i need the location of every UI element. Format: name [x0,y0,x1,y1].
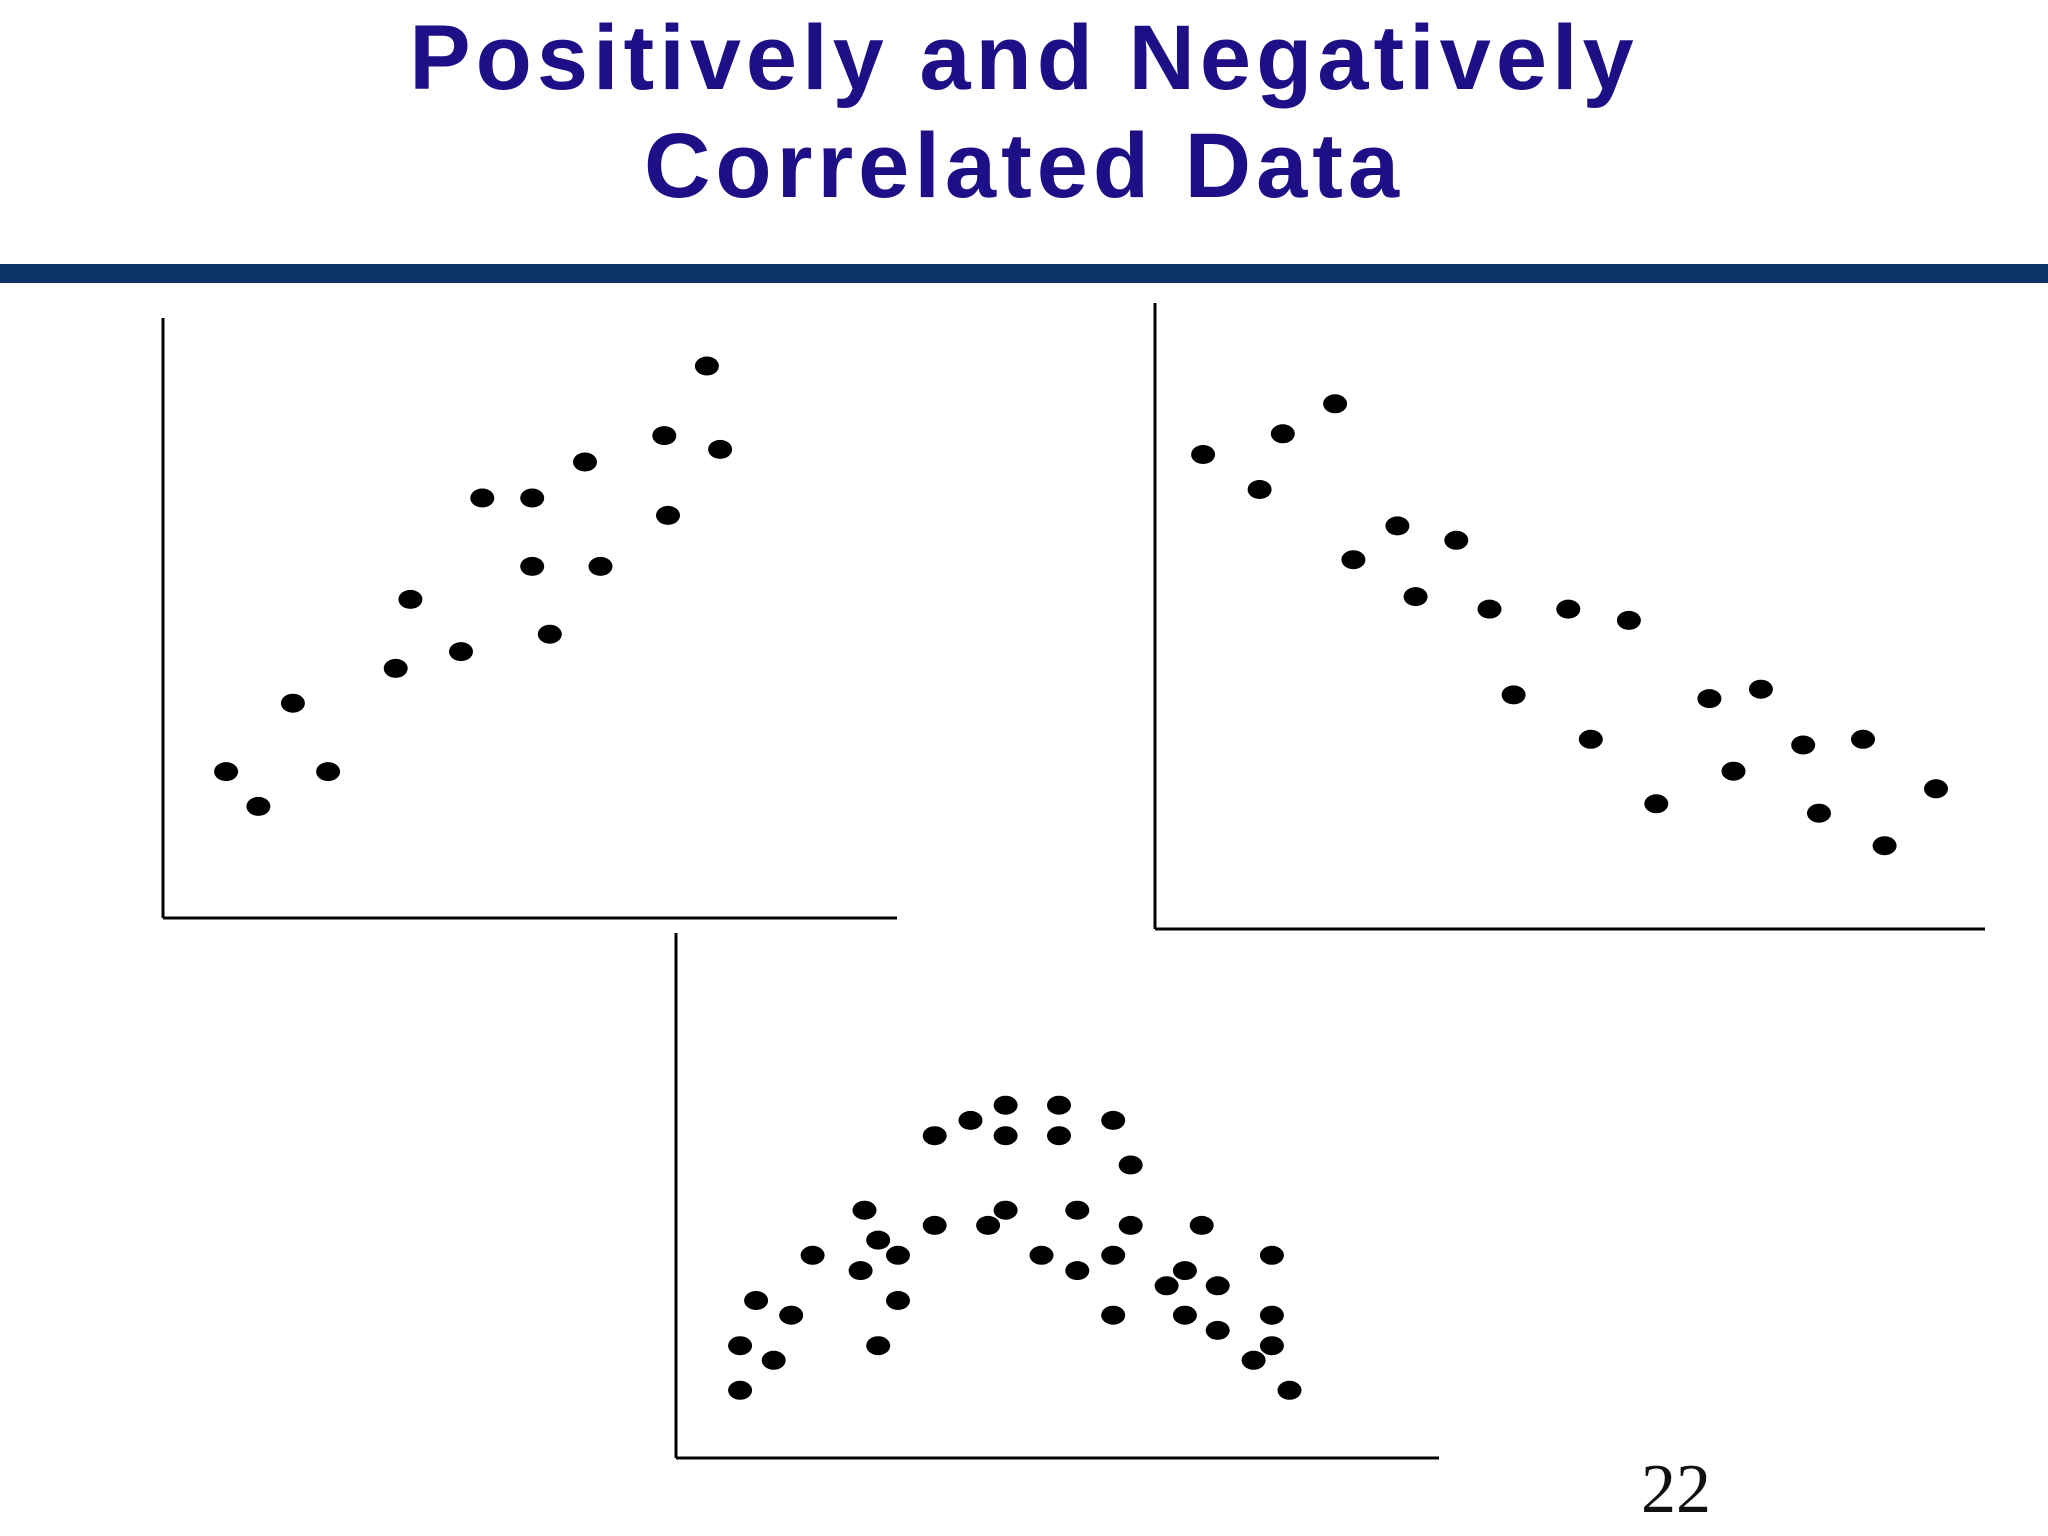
title-line-2: Correlated Data [643,115,1405,217]
data-point [520,488,545,508]
data-point [280,693,305,713]
data-point [958,1110,983,1130]
data-point [866,1336,891,1356]
slide-title: Positively and Negatively Correlated Dat… [0,0,2048,220]
data-point [1118,1215,1143,1235]
data-point [1477,599,1502,619]
data-point [866,1230,891,1250]
data-point [1205,1320,1230,1340]
data-point [1189,1215,1214,1235]
data-point [573,452,597,472]
data-point [694,356,719,376]
data-point [1721,761,1746,781]
data-point [1807,803,1831,823]
data-point [708,439,733,459]
data-point [470,488,495,508]
data-point [1101,1110,1126,1130]
data-point [1172,1261,1197,1281]
data-point [1616,610,1641,630]
data-point [1697,689,1722,709]
title-divider [0,264,2048,283]
data-point [1872,836,1897,856]
data-point [520,556,545,576]
data-point [449,642,473,662]
data-point [993,1126,1018,1146]
data-point [1047,1095,1071,1115]
data-point [1323,394,1348,414]
data-point [537,624,562,644]
title-line-1: Positively and Negatively [409,7,1639,109]
data-point [1191,445,1216,464]
data-point [1556,599,1581,619]
data-point [886,1245,910,1265]
data-point [728,1380,753,1400]
data-point [1259,1305,1284,1325]
data-point [993,1095,1018,1115]
data-point [588,556,613,576]
data-point [1748,679,1773,699]
data-point [993,1200,1018,1220]
data-point [398,589,423,609]
data-point [1205,1276,1230,1296]
data-point [652,426,677,446]
data-point [1444,530,1469,550]
data-point [214,762,239,782]
data-point [1101,1305,1126,1325]
data-point [1270,424,1295,444]
data-point [246,796,271,816]
data-point [922,1126,947,1146]
data-point [1247,480,1272,499]
page-number: 22 [1641,1451,1711,1528]
data-point [1644,794,1669,814]
data-point [1385,516,1410,536]
data-point [1403,587,1428,607]
data-point [744,1291,769,1310]
data-point [728,1336,753,1356]
data-point [922,1215,947,1235]
positive-correlation-scatter [161,318,897,920]
data-point [1924,779,1948,799]
data-point [656,505,680,525]
data-point [1501,685,1526,705]
negative-correlation-scatter [1153,303,1985,931]
nonlinear-scatter [674,933,1439,1460]
data-point [1791,735,1816,755]
data-point [761,1350,786,1370]
data-point [976,1215,1001,1235]
data-point [1118,1155,1143,1175]
data-point [800,1245,825,1265]
data-point [1029,1245,1054,1265]
data-point [1172,1305,1197,1325]
data-point [383,658,408,678]
data-point [1259,1336,1284,1356]
data-point [1154,1276,1179,1296]
data-point [1065,1261,1090,1281]
data-point [886,1291,910,1310]
data-point [1341,550,1366,570]
data-point [1047,1126,1071,1146]
data-point [848,1261,873,1281]
data-point [1259,1245,1284,1265]
data-point [1065,1200,1090,1220]
data-point [1851,729,1875,749]
data-point [852,1200,877,1220]
data-point [1277,1380,1302,1400]
data-point [1241,1350,1266,1370]
data-point [316,762,341,782]
data-point [1101,1245,1126,1265]
data-point [779,1305,804,1325]
data-point [1578,729,1603,749]
